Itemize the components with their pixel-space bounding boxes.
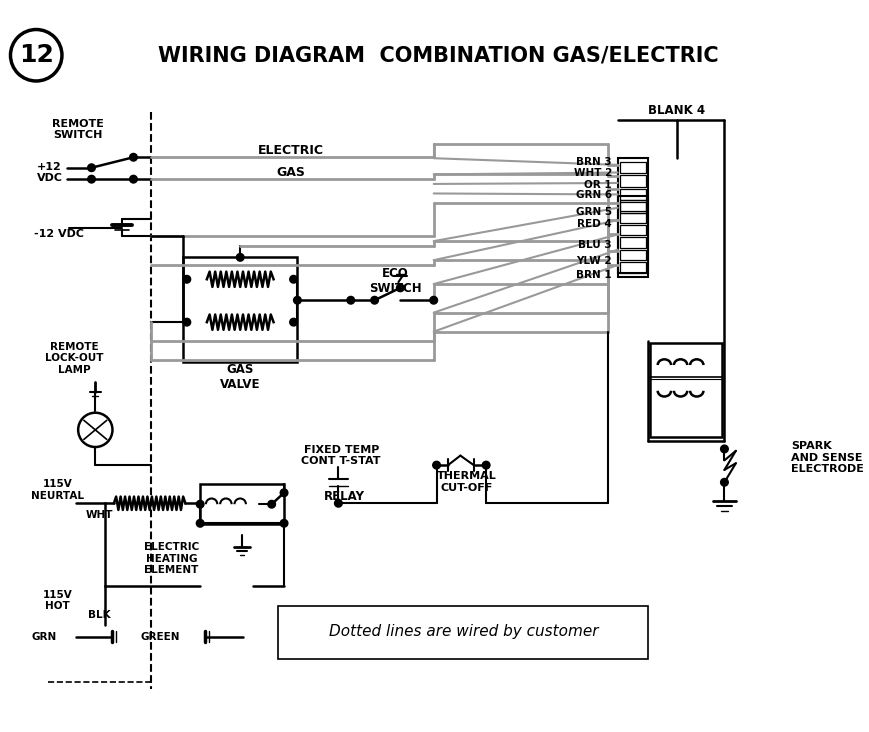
Circle shape — [183, 318, 190, 326]
Text: BLU 3: BLU 3 — [579, 240, 612, 250]
Text: WIRING DIAGRAM  COMBINATION GAS/ELECTRIC: WIRING DIAGRAM COMBINATION GAS/ELECTRIC — [158, 45, 719, 65]
Bar — [618, 158, 648, 272]
Circle shape — [280, 489, 288, 496]
Bar — [620, 202, 647, 214]
Text: GAS
VALVE: GAS VALVE — [220, 364, 261, 392]
Circle shape — [289, 275, 297, 283]
Circle shape — [430, 296, 437, 304]
Bar — [650, 343, 721, 436]
Circle shape — [396, 284, 404, 291]
Text: GREEN: GREEN — [141, 632, 180, 642]
Text: GRN 5: GRN 5 — [576, 206, 612, 217]
Bar — [618, 196, 648, 277]
Text: ECO
SWITCH: ECO SWITCH — [369, 267, 421, 295]
Text: THERMAL
CUT-OFF: THERMAL CUT-OFF — [437, 471, 497, 493]
Circle shape — [335, 499, 342, 507]
Circle shape — [482, 461, 490, 469]
Text: OR 1: OR 1 — [584, 180, 612, 190]
Bar — [183, 258, 297, 362]
Circle shape — [88, 164, 96, 171]
Text: 12: 12 — [19, 43, 54, 67]
Circle shape — [268, 501, 275, 508]
Text: 115V
HOT: 115V HOT — [43, 590, 72, 611]
Text: GRN: GRN — [31, 632, 56, 642]
Circle shape — [347, 296, 355, 304]
Text: Dotted lines are wired by customer: Dotted lines are wired by customer — [328, 624, 598, 640]
Bar — [620, 162, 647, 173]
Text: REMOTE
SWITCH: REMOTE SWITCH — [52, 119, 104, 141]
Circle shape — [236, 253, 244, 261]
Circle shape — [183, 275, 190, 283]
Text: +12
VDC: +12 VDC — [36, 162, 63, 183]
Text: BLK: BLK — [88, 610, 110, 620]
Text: RED 4: RED 4 — [577, 219, 612, 229]
Text: FIXED TEMP
CONT T-STAT: FIXED TEMP CONT T-STAT — [302, 445, 381, 466]
Circle shape — [196, 520, 204, 527]
Circle shape — [280, 520, 288, 527]
Text: 115V
NEURTAL: 115V NEURTAL — [30, 479, 83, 501]
Circle shape — [371, 296, 378, 304]
Text: BRN 3: BRN 3 — [576, 157, 612, 167]
Text: YLW 2: YLW 2 — [576, 256, 612, 266]
Text: GRN 6: GRN 6 — [576, 190, 612, 201]
Circle shape — [289, 318, 297, 326]
Circle shape — [433, 461, 441, 469]
Circle shape — [78, 413, 112, 447]
Circle shape — [88, 176, 96, 183]
Circle shape — [720, 479, 728, 486]
Text: ELECTRIC: ELECTRIC — [258, 144, 324, 157]
Text: BLANK 4: BLANK 4 — [648, 104, 706, 117]
Bar — [200, 484, 284, 524]
Bar — [620, 237, 647, 248]
Circle shape — [10, 29, 62, 81]
Bar — [278, 606, 648, 659]
Circle shape — [720, 445, 728, 452]
Text: ELECTRIC
HEATING
ELEMENT: ELECTRIC HEATING ELEMENT — [144, 542, 199, 575]
Bar — [620, 189, 647, 200]
Text: GAS: GAS — [276, 166, 305, 179]
Circle shape — [129, 176, 137, 183]
Bar — [620, 262, 647, 272]
Bar — [620, 200, 647, 211]
Text: BRN 1: BRN 1 — [576, 270, 612, 280]
Bar — [620, 250, 647, 260]
Text: REMOTE
LOCK-OUT
LAMP: REMOTE LOCK-OUT LAMP — [45, 342, 103, 375]
Bar — [620, 225, 647, 236]
Circle shape — [129, 154, 137, 161]
Text: WHT 2: WHT 2 — [574, 168, 612, 179]
Text: SPARK
AND SENSE
ELECTRODE: SPARK AND SENSE ELECTRODE — [791, 441, 864, 474]
Circle shape — [196, 501, 204, 508]
Text: RELAY: RELAY — [324, 490, 365, 503]
Text: WHT: WHT — [85, 509, 113, 520]
Bar — [620, 176, 647, 187]
Circle shape — [294, 296, 302, 304]
Bar — [620, 212, 647, 223]
Text: -12 VDC: -12 VDC — [34, 229, 84, 239]
